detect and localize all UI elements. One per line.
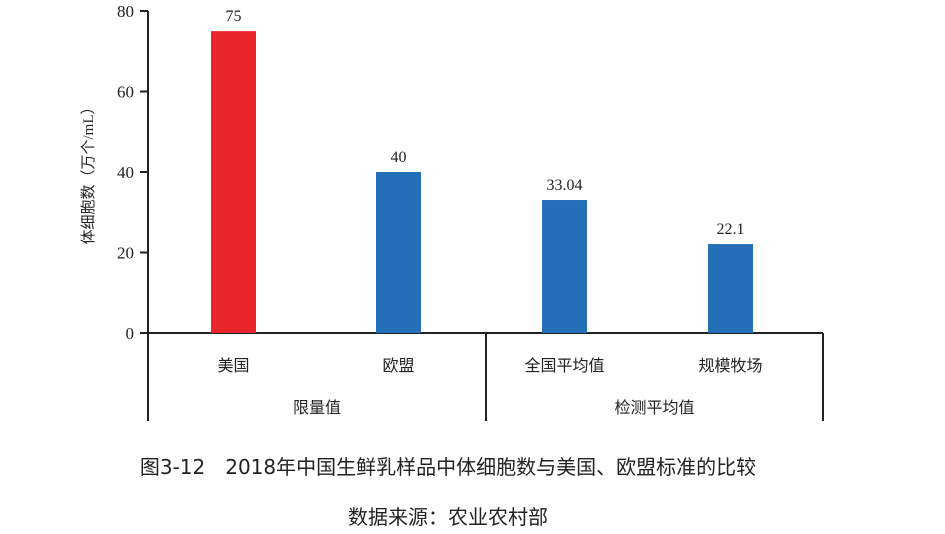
group-label: 限量值 — [293, 399, 341, 417]
category-label: 欧盟 — [382, 357, 414, 375]
group-label: 检测平均值 — [614, 399, 694, 417]
data-label: 22.1 — [717, 221, 745, 238]
bars — [211, 31, 753, 333]
bar — [376, 172, 421, 333]
category-label: 美国 — [217, 357, 249, 375]
bar — [211, 31, 256, 333]
category-label: 规模牧场 — [698, 357, 762, 375]
bar — [708, 244, 753, 333]
data-label: 33.04 — [547, 177, 583, 194]
data-label: 75 — [226, 8, 242, 25]
y-tick-label: 60 — [117, 83, 134, 102]
y-tick-label: 40 — [117, 163, 134, 182]
y-tick-label: 80 — [117, 2, 134, 21]
y-tick-label: 20 — [117, 244, 134, 263]
chart-title: 图3-12 2018年中国生鲜乳样品中体细胞数与美国、欧盟标准的比较 — [140, 455, 756, 479]
y-tick-label: 0 — [126, 324, 135, 343]
bar — [542, 200, 587, 333]
y-axis-label: 体细胞数（万个/mL） — [80, 100, 97, 245]
data-label: 40 — [391, 149, 407, 166]
category-label: 全国平均值 — [524, 357, 604, 375]
chart-source: 数据来源：农业农村部 — [348, 505, 548, 529]
